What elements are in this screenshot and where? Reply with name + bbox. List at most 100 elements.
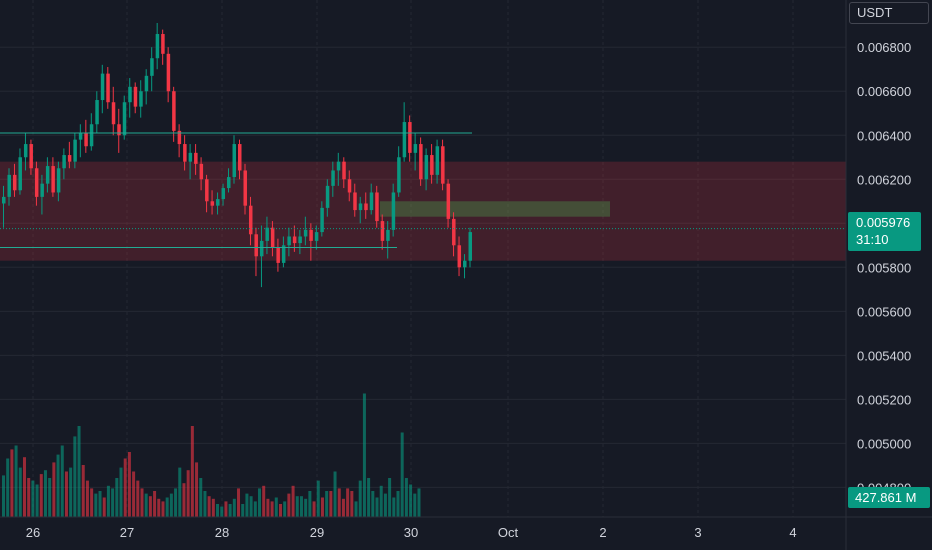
volume-bar xyxy=(362,393,366,517)
volume-bar xyxy=(106,485,110,517)
volume-bar xyxy=(6,458,10,517)
candle-body xyxy=(243,170,247,206)
candle-body xyxy=(369,192,374,211)
volume-bar xyxy=(249,496,253,517)
candle-body xyxy=(292,236,297,244)
volume-bar xyxy=(182,483,186,517)
candle-body xyxy=(172,91,176,131)
time-axis[interactable]: 26 27 28 29 30 Oct 2 3 4 xyxy=(0,516,932,540)
volume-bar xyxy=(2,475,5,517)
candle-body xyxy=(78,133,83,140)
volume-bar xyxy=(216,504,220,517)
time-axis-label: 2 xyxy=(599,525,606,540)
volume-bar xyxy=(383,493,387,517)
volume-bar xyxy=(304,498,308,517)
volume-bar xyxy=(165,497,169,517)
price-axis-label: 0.005000 xyxy=(857,436,911,451)
volume-bar xyxy=(308,491,312,517)
volume-bar xyxy=(320,497,324,517)
resistance-zone xyxy=(0,161,846,261)
candle-body xyxy=(144,75,149,92)
candle-body xyxy=(210,201,215,206)
volume-bar xyxy=(48,478,52,517)
candle-body xyxy=(391,192,396,230)
volume-bar xyxy=(132,471,136,517)
volume-bar xyxy=(291,485,295,517)
candle-body xyxy=(281,245,286,263)
candle-body xyxy=(216,199,220,206)
volume-bar xyxy=(81,465,85,517)
volume-bar xyxy=(396,491,400,517)
candle-body xyxy=(100,73,105,101)
candle-body xyxy=(194,152,198,164)
price-axis[interactable]: 0.0068000.0066000.0064000.0062000.006000… xyxy=(845,0,911,550)
bar-countdown: 31:10 xyxy=(856,232,889,247)
volume-bar xyxy=(111,488,115,517)
candle-body xyxy=(139,91,143,107)
volume-bar xyxy=(295,496,299,517)
volume-bar xyxy=(266,498,270,517)
candle-body xyxy=(446,183,451,219)
volume-bar xyxy=(27,478,31,517)
volume-bar xyxy=(52,462,56,517)
volume-bar xyxy=(258,488,262,517)
candle-body xyxy=(183,144,187,162)
candle-body xyxy=(51,166,55,193)
candle-body xyxy=(430,155,434,175)
volume-bar xyxy=(413,493,417,517)
candle-body xyxy=(463,260,467,268)
volume-bar xyxy=(350,491,354,517)
horizontal-levels[interactable] xyxy=(0,132,846,248)
candle-body xyxy=(380,221,385,241)
volume-bar xyxy=(367,478,371,517)
price-axis-label: 0.005400 xyxy=(857,348,911,363)
volume-bar xyxy=(224,501,228,517)
candle-body xyxy=(331,170,335,186)
candle-body xyxy=(177,130,182,145)
candle-body xyxy=(254,234,258,257)
time-axis-label: 3 xyxy=(694,525,701,540)
candle-body xyxy=(45,166,50,184)
candle-body xyxy=(67,155,72,162)
volume-bar xyxy=(325,491,329,517)
candle-body xyxy=(424,155,429,180)
volume-bar xyxy=(270,501,274,517)
volume-bar xyxy=(169,493,173,517)
candle-body xyxy=(40,183,44,197)
candle-body xyxy=(457,245,462,268)
volume-bar xyxy=(14,445,18,517)
volume-bar xyxy=(123,458,127,517)
time-axis-label: 27 xyxy=(120,525,134,540)
volume-bar xyxy=(56,454,60,517)
volume-bar xyxy=(417,488,421,517)
volume-bar xyxy=(69,467,73,517)
candle-body xyxy=(133,86,138,107)
volume-bar xyxy=(388,478,392,517)
candle-body xyxy=(150,58,154,76)
time-axis-label: 29 xyxy=(310,525,324,540)
volume-bar xyxy=(31,480,35,517)
currency-selector[interactable]: USDT xyxy=(849,2,929,24)
candle-body xyxy=(309,229,313,241)
volume-bar xyxy=(404,478,408,517)
volume-bar xyxy=(237,488,241,517)
time-axis-label: 4 xyxy=(789,525,796,540)
volume-bar xyxy=(18,467,22,517)
volume-bar xyxy=(178,467,182,517)
candle-body xyxy=(221,188,226,200)
volume-bar xyxy=(195,462,199,517)
candle-body xyxy=(325,185,330,208)
volume-bar xyxy=(140,488,144,517)
chart-grid xyxy=(0,0,846,517)
candle-body xyxy=(56,168,61,193)
candle-body xyxy=(95,100,99,125)
time-axis-label: Oct xyxy=(498,525,519,540)
volume-bar xyxy=(73,436,77,517)
volume-bar xyxy=(35,484,39,517)
volume-bar xyxy=(10,449,14,517)
volume-bar xyxy=(174,488,178,517)
volume-bar xyxy=(299,496,303,517)
candle-body xyxy=(320,207,324,233)
candle-body xyxy=(259,240,264,257)
